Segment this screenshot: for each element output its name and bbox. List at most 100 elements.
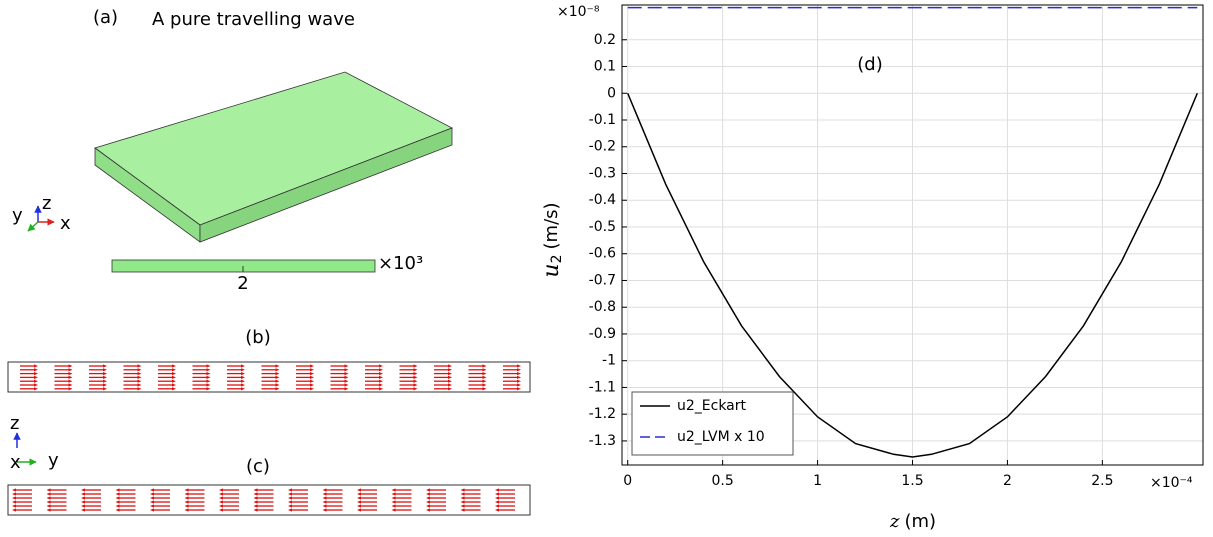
arrow-head	[460, 496, 465, 500]
arrow-head	[413, 383, 418, 387]
arrow-head	[115, 500, 120, 504]
arrow-head	[219, 488, 223, 492]
arrow-head	[137, 379, 142, 383]
arrow-head	[413, 368, 418, 372]
arrow-head	[460, 492, 465, 496]
arrow-head	[517, 372, 521, 376]
arrow-head	[344, 375, 349, 379]
panel-label: (a)	[93, 7, 118, 28]
arrow-head	[391, 504, 396, 508]
arrow-head	[103, 379, 107, 383]
x-tick-label: 2.5	[1091, 473, 1113, 489]
arrow-head	[172, 364, 176, 368]
arrow-head	[310, 368, 314, 372]
arrow-head	[275, 368, 280, 372]
arrow-head	[426, 488, 430, 492]
arrow-head	[137, 368, 142, 372]
arrow-head	[34, 375, 38, 379]
arrow-head	[172, 375, 176, 379]
arrow-head	[413, 375, 418, 379]
panel-label: (c)	[246, 456, 270, 477]
arrow-head	[137, 387, 142, 391]
arrow-head	[322, 492, 327, 496]
arrow-head	[206, 372, 211, 376]
arrow-head	[12, 488, 16, 492]
arrow-head	[448, 372, 452, 376]
arrow-head	[150, 500, 154, 504]
arrow-head	[81, 508, 85, 512]
x-axis-label: z (m)	[889, 511, 936, 532]
arrow-head	[219, 500, 223, 504]
x-tick-label: 1	[813, 473, 822, 489]
arrow-head	[81, 500, 85, 504]
y-label-subscript: 2	[549, 254, 565, 263]
y-tick-label: -1.3	[589, 433, 616, 449]
arrow-head	[241, 364, 245, 368]
arrow-head	[357, 488, 361, 492]
arrow-head	[448, 364, 452, 368]
arrow-head	[322, 508, 327, 512]
arrow-head	[517, 364, 521, 368]
arrow-head	[448, 387, 452, 391]
arrow-head	[184, 492, 189, 496]
arrow-head	[150, 508, 154, 512]
arrow-head	[379, 383, 383, 387]
series-line	[627, 92, 1198, 458]
arrow-head	[81, 504, 85, 508]
arrow-head	[379, 372, 383, 376]
arrow-head	[379, 387, 383, 391]
arrows-b	[20, 364, 521, 391]
arrow-head	[344, 368, 349, 372]
arrow-head	[344, 372, 349, 376]
arrow-head	[103, 364, 107, 368]
arrow-head	[12, 496, 16, 500]
arrow-head	[413, 372, 418, 376]
arrow-head	[206, 364, 211, 368]
arrow-head	[413, 364, 418, 368]
arrow-head	[517, 368, 521, 372]
arrow-head	[81, 488, 85, 492]
arrow-head	[137, 383, 142, 387]
x-label-symbol: z	[889, 511, 900, 532]
arrow-head	[495, 496, 499, 500]
arrow-head	[322, 488, 327, 492]
arrow-head	[448, 379, 452, 383]
arrow-head	[379, 379, 383, 383]
arrow-head	[495, 508, 499, 512]
arrow-head	[253, 500, 258, 504]
arrow-head	[68, 364, 73, 368]
y-tick-label: 0.2	[594, 32, 616, 48]
x-tick-label: 0.5	[711, 473, 733, 489]
scale-factor: ×10³	[378, 253, 423, 274]
x-tick-label: 2	[1003, 473, 1012, 489]
arrow-head	[357, 504, 361, 508]
axis-label: z	[42, 193, 51, 214]
arrow-head	[46, 488, 51, 492]
arrow-head	[241, 383, 245, 387]
arrow-head	[448, 375, 452, 379]
arrow-head	[344, 379, 349, 383]
arrow-head	[391, 508, 396, 512]
y-tick-label: -0.5	[589, 219, 616, 235]
arrow-head	[184, 496, 189, 500]
arrow-head	[184, 488, 189, 492]
y-axis-label: u2 (m/s)	[539, 202, 565, 277]
x-multiplier: ×10⁻⁴	[1150, 475, 1193, 491]
arrow-head	[391, 496, 396, 500]
arrow-head	[12, 504, 16, 508]
arrow-head	[115, 508, 120, 512]
arrow-head	[172, 368, 176, 372]
arrow-head	[495, 492, 499, 496]
panel-label: (b)	[245, 327, 270, 348]
arrow-head	[12, 492, 16, 496]
arrow-head	[322, 496, 327, 500]
arrow-head	[391, 500, 396, 504]
arrow-head	[275, 372, 280, 376]
arrow-head	[206, 368, 211, 372]
arrow-head	[482, 383, 487, 387]
arrow-head	[379, 368, 383, 372]
arrow-head	[172, 372, 176, 376]
arrow-head	[253, 496, 258, 500]
arrow-head	[206, 375, 211, 379]
arrow-head	[68, 368, 73, 372]
